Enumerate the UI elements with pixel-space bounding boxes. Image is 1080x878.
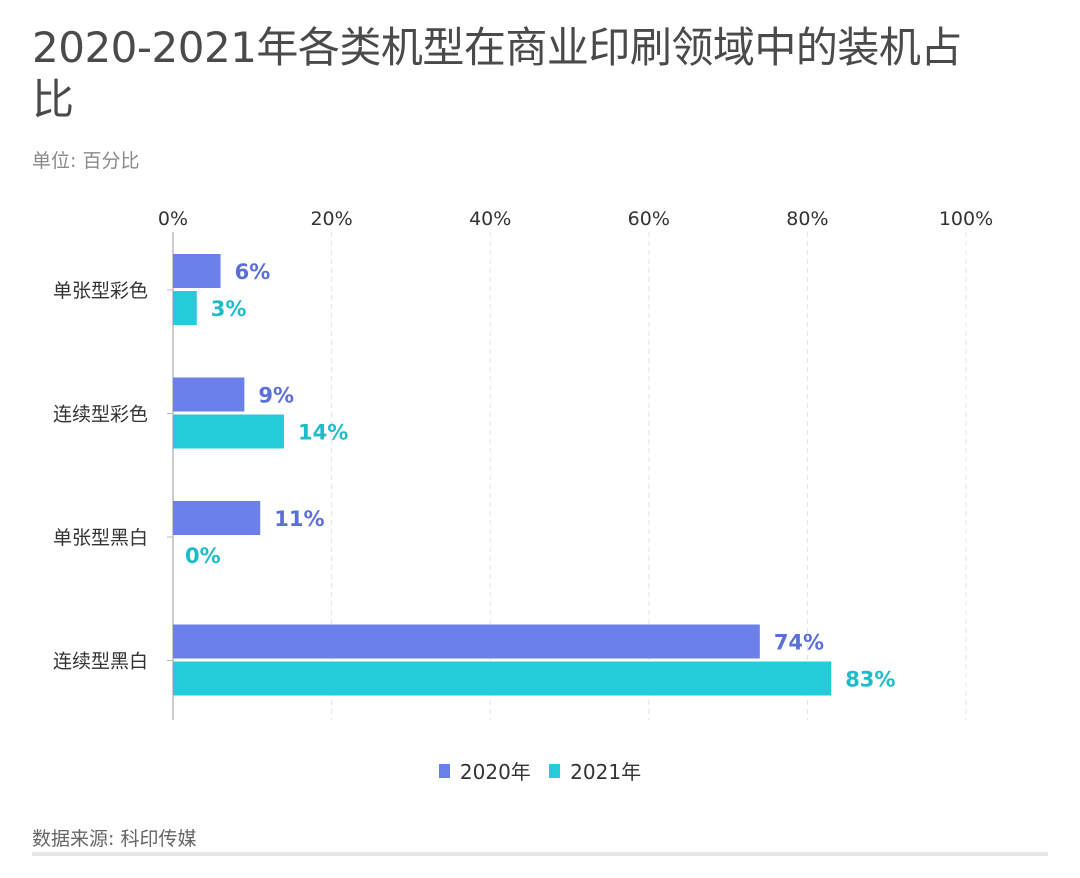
data-label: 9% <box>258 384 294 408</box>
bar-2021 <box>173 661 832 696</box>
data-label: 14% <box>298 421 348 445</box>
legend-swatch-2020 <box>438 763 450 778</box>
x-tick-label: 40% <box>469 208 511 230</box>
y-category-label: 连续型黑白 <box>53 651 148 673</box>
y-category-label: 单张型彩色 <box>53 280 148 302</box>
chart-unit-subtitle: 单位: 百分比 <box>32 150 140 172</box>
legend-swatch-2021 <box>549 763 561 778</box>
legend-item-2020[interactable]: 2020年 <box>438 756 531 785</box>
data-label: 83% <box>845 668 895 692</box>
bar-2021 <box>173 291 197 325</box>
bar-2020 <box>173 624 760 659</box>
chart-title: 2020-2021年各类机型在商业印刷领域中的装机占比 <box>32 23 962 124</box>
x-tick-label: 20% <box>310 208 352 230</box>
data-source: 数据来源: 科印传媒 <box>32 828 197 850</box>
data-label: 3% <box>211 297 247 321</box>
bar-2020 <box>173 377 245 412</box>
data-label: 74% <box>774 631 824 655</box>
legend-label-2021: 2021年 <box>570 760 642 784</box>
y-category-label: 单张型黑白 <box>53 527 148 549</box>
bar-2020 <box>173 254 221 288</box>
x-tick-label: 100% <box>939 208 993 230</box>
y-category-label: 连续型彩色 <box>53 404 148 426</box>
x-tick-label: 0% <box>158 208 188 230</box>
data-label: 11% <box>274 507 324 531</box>
data-label: 6% <box>235 260 271 284</box>
footer-divider <box>32 852 1048 856</box>
x-tick-label: 80% <box>786 208 828 230</box>
legend-item-2021[interactable]: 2021年 <box>549 756 641 785</box>
legend: 2020年 2021年 <box>0 756 1080 785</box>
x-tick-label: 60% <box>628 208 670 230</box>
legend-label-2020: 2020年 <box>459 760 531 784</box>
bar-2021 <box>173 414 285 449</box>
data-label: 0% <box>185 544 221 568</box>
bar-2020 <box>173 501 261 535</box>
